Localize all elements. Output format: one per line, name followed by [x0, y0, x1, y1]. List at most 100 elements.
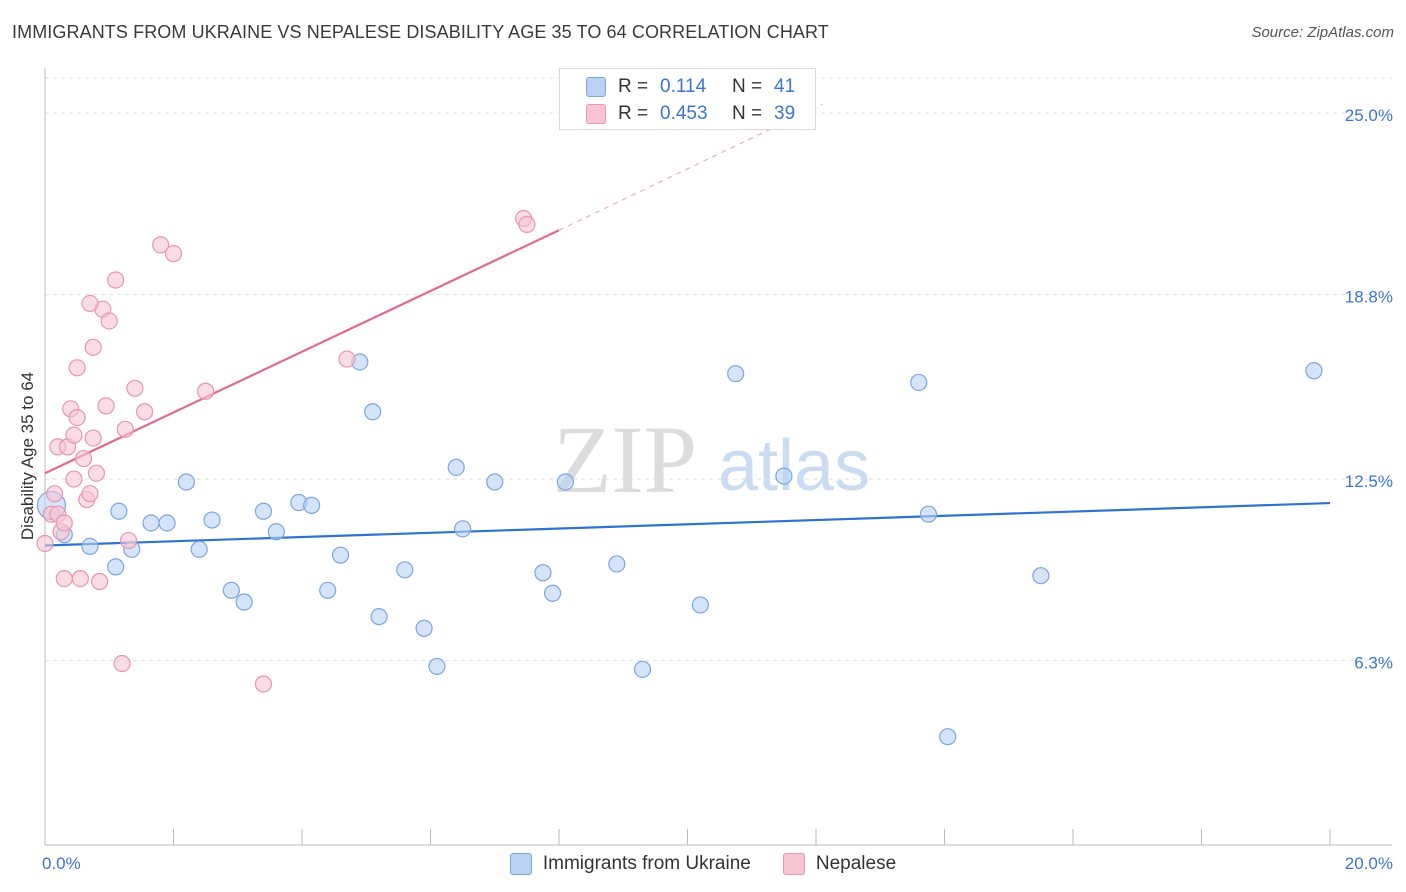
legend-item-ukraine: Immigrants from Ukraine [509, 853, 751, 875]
point-nepalese [68, 408, 86, 427]
legend-swatch-nepalese [782, 853, 805, 875]
point-nepalese [71, 569, 89, 588]
legend-swatch-nepalese [586, 104, 606, 124]
r-value: 0.453 [660, 103, 708, 124]
point-ukraine [415, 619, 433, 637]
point-ukraine [142, 514, 160, 532]
point-ukraine [319, 581, 337, 599]
point-ukraine [534, 564, 552, 582]
y-tick-label: 6.3% [1354, 654, 1393, 673]
point-nepalese [65, 470, 83, 488]
legend-row-nepalese: R = 0.453 N = 39 [586, 102, 795, 126]
point-nepalese [46, 485, 64, 503]
point-nepalese [338, 350, 356, 368]
point-nepalese [87, 464, 106, 482]
point-nepalese [126, 379, 144, 397]
point-ukraine [633, 660, 652, 678]
point-ukraine [775, 467, 793, 485]
point-ukraine [267, 523, 285, 541]
point-ukraine [608, 555, 626, 573]
point-ukraine [919, 505, 938, 523]
correlation-legend: R = 0.114 N = 41 R = 0.453 N = 39 [559, 68, 816, 130]
tick-labels: 6.3% 12.5% 18.8% 25.0% 0.0% 20.0% [42, 106, 1393, 873]
n-value: 41 [774, 76, 796, 97]
point-ukraine [543, 584, 562, 602]
point-ukraine [158, 514, 176, 532]
point-ukraine [364, 403, 382, 421]
r-value: 0.114 [660, 76, 707, 97]
point-nepalese [55, 569, 73, 588]
point-ukraine [910, 373, 928, 392]
r-label: R = [618, 76, 649, 97]
point-ukraine [454, 520, 472, 538]
point-nepalese [55, 514, 73, 532]
point-nepalese [100, 312, 118, 330]
axes [44, 68, 1392, 846]
point-ukraine [1305, 362, 1323, 380]
legend-label-nepalese: Nepalese [815, 853, 897, 874]
series-legend: Immigrants from Ukraine Nepalese [0, 850, 1406, 878]
point-ukraine [303, 496, 321, 515]
point-nepalese [65, 426, 83, 444]
point-ukraine [235, 593, 253, 611]
point-nepalese [254, 675, 273, 693]
point-nepalese [74, 449, 93, 468]
x-tick-label-min: 0.0% [42, 854, 81, 873]
y-tick-label: 18.8% [1345, 288, 1393, 307]
chart-title: IMMIGRANTS FROM UKRAINE VS NEPALESE DISA… [12, 22, 829, 42]
point-ukraine [370, 608, 388, 626]
legend-swatch-ukraine [509, 853, 532, 875]
point-ukraine [222, 581, 240, 599]
point-nepalese [518, 215, 536, 233]
point-nepalese [107, 271, 125, 289]
point-ukraine [331, 546, 350, 564]
point-ukraine [691, 596, 709, 614]
legend-swatch-ukraine [586, 77, 606, 97]
legend-item-nepalese: Nepalese [782, 853, 897, 875]
points [36, 209, 1323, 746]
point-nepalese [116, 420, 134, 438]
legend-label-ukraine: Immigrants from Ukraine [542, 853, 751, 874]
point-ukraine [81, 537, 99, 555]
point-nepalese [36, 534, 54, 553]
point-ukraine [447, 458, 465, 476]
point-ukraine [177, 473, 195, 491]
n-value: 39 [774, 103, 796, 124]
watermark: ZIP atlas [553, 406, 870, 513]
point-ukraine [396, 561, 414, 579]
point-ukraine [107, 558, 125, 576]
point-ukraine [190, 540, 208, 558]
legend-row-ukraine: R = 0.114 N = 41 [586, 75, 795, 99]
point-nepalese [119, 531, 138, 550]
point-nepalese [97, 397, 115, 415]
point-nepalese [68, 359, 86, 377]
point-ukraine [203, 511, 221, 529]
n-label: N = [732, 76, 763, 97]
x-tick-label-max: 20.0% [1345, 854, 1393, 873]
point-ukraine [556, 473, 575, 491]
point-ukraine [254, 502, 273, 520]
point-ukraine [428, 657, 446, 676]
point-nepalese [197, 382, 215, 400]
point-nepalese [113, 654, 131, 673]
y-tick-label: 25.0% [1345, 106, 1393, 125]
point-nepalese [135, 403, 154, 421]
point-ukraine [939, 728, 957, 746]
gridlines [45, 77, 1392, 662]
point-ukraine [1032, 567, 1050, 585]
y-axis-title: Disability Age 35 to 64 [18, 371, 37, 541]
r-label: R = [618, 103, 649, 124]
n-label: N = [732, 103, 763, 124]
y-tick-label: 12.5% [1345, 472, 1393, 491]
trend-line-ukraine [44, 501, 1331, 547]
point-nepalese [84, 338, 102, 356]
point-ukraine [486, 473, 504, 491]
point-nepalese [164, 245, 183, 263]
watermark-atlas: atlas [718, 426, 870, 506]
point-ukraine [110, 502, 128, 520]
point-ukraine [727, 365, 745, 383]
source-label: Source: ZipAtlas.com [1251, 24, 1394, 41]
point-nepalese [84, 429, 102, 447]
watermark-zip: ZIP [553, 406, 697, 513]
